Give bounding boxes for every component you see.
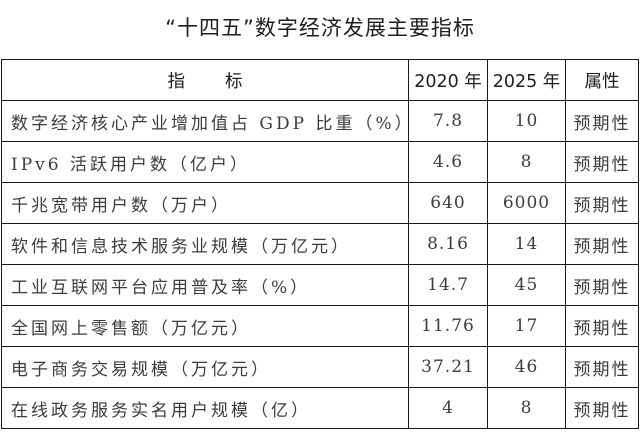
- indicator-name: 数字经济核心产业增加值占 GDP 比重（%）: [1, 100, 409, 142]
- indicators-table: 指标 2020 年 2025 年 属性 数字经济核心产业增加值占 GDP 比重（…: [1, 59, 639, 429]
- value-2020: 14.7: [408, 264, 488, 306]
- header-attribute: 属性: [565, 59, 639, 101]
- value-2025: 45: [487, 264, 566, 306]
- header-2020: 2020 年: [408, 59, 488, 101]
- header-2025: 2025 年: [487, 59, 566, 101]
- attribute: 预期性: [565, 182, 639, 224]
- value-2020: 4.6: [408, 141, 488, 183]
- value-2020: 37.21: [408, 346, 488, 388]
- table-row: 全国网上零售额（万亿元） 11.76 17 预期性: [1, 305, 639, 347]
- attribute: 预期性: [565, 141, 639, 183]
- page-title: “十四五”数字经济发展主要指标: [165, 16, 475, 40]
- value-2025: 46: [487, 346, 566, 388]
- table-row: 数字经济核心产业增加值占 GDP 比重（%） 7.8 10 预期性: [1, 100, 639, 142]
- value-2020: 640: [408, 182, 488, 224]
- table-row: IPv6 活跃用户数（亿户） 4.6 8 预期性: [1, 141, 639, 183]
- attribute: 预期性: [565, 223, 639, 265]
- indicator-name: 在线政务服务实名用户规模（亿）: [1, 387, 409, 429]
- table-header-row: 指标 2020 年 2025 年 属性: [1, 59, 639, 101]
- indicator-name: 电子商务交易规模（万亿元）: [1, 346, 409, 388]
- value-2020: 4: [408, 387, 488, 429]
- attribute: 预期性: [565, 387, 639, 429]
- indicator-name: 全国网上零售额（万亿元）: [1, 305, 409, 347]
- value-2025: 10: [487, 100, 566, 142]
- value-2025: 8: [487, 387, 566, 429]
- header-indicator: 指标: [1, 59, 409, 101]
- value-2025: 6000: [487, 182, 566, 224]
- value-2025: 14: [487, 223, 566, 265]
- value-2020: 8.16: [408, 223, 488, 265]
- attribute: 预期性: [565, 100, 639, 142]
- indicator-name: 软件和信息技术服务业规模（万亿元）: [1, 223, 409, 265]
- value-2025: 17: [487, 305, 566, 347]
- indicator-name: IPv6 活跃用户数（亿户）: [1, 141, 409, 183]
- indicator-name: 工业互联网平台应用普及率（%）: [1, 264, 409, 306]
- indicator-name: 千兆宽带用户数（万户）: [1, 182, 409, 224]
- table-row: 工业互联网平台应用普及率（%） 14.7 45 预期性: [1, 264, 639, 306]
- table-row: 软件和信息技术服务业规模（万亿元） 8.16 14 预期性: [1, 223, 639, 265]
- header-indicator-right: 标: [225, 71, 243, 92]
- table-row: 在线政务服务实名用户规模（亿） 4 8 预期性: [1, 387, 639, 429]
- value-2025: 8: [487, 141, 566, 183]
- attribute: 预期性: [565, 264, 639, 306]
- attribute: 预期性: [565, 346, 639, 388]
- header-indicator-left: 指: [167, 71, 186, 92]
- value-2020: 7.8: [408, 100, 488, 142]
- value-2020: 11.76: [408, 305, 488, 347]
- table-row: 电子商务交易规模（万亿元） 37.21 46 预期性: [1, 346, 639, 388]
- attribute: 预期性: [565, 305, 639, 347]
- table-row: 千兆宽带用户数（万户） 640 6000 预期性: [1, 182, 639, 224]
